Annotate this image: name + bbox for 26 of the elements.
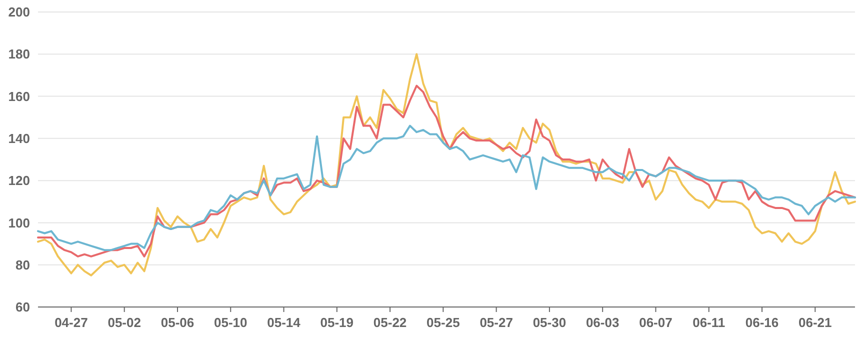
y-tick-label: 200 [8,4,30,20]
y-tick-label: 60 [16,300,30,315]
x-tick-label: 05-22 [373,315,407,330]
x-tick-label: 06-16 [745,315,779,330]
x-tick-label: 05-19 [320,315,354,330]
x-tick-label: 05-30 [532,315,566,330]
x-tick-label: 06-07 [639,315,672,330]
line-series [37,84,856,258]
y-tick-label: 180 [8,46,30,62]
line-series [37,124,856,252]
x-tick-label: 06-21 [798,315,832,330]
y-tick-label: 100 [8,215,30,230]
x-tick-label: 05-25 [426,315,460,330]
y-tick-label: 120 [8,173,30,188]
x-tick-label: 05-27 [480,315,513,330]
x-tick-label: 05-10 [214,315,248,330]
x-tick-label: 05-06 [160,315,194,330]
x-tick-label: 05-02 [108,315,141,330]
y-tick-label: 80 [16,257,30,272]
y-tick-label: 160 [8,88,30,104]
x-tick-label: 04-27 [54,315,88,330]
line-series [37,53,856,276]
x-tick-label: 06-03 [586,315,620,330]
x-tick-label: 06-11 [692,315,726,330]
y-tick-label: 140 [8,130,30,146]
x-tick-label: 05-14 [267,315,302,330]
